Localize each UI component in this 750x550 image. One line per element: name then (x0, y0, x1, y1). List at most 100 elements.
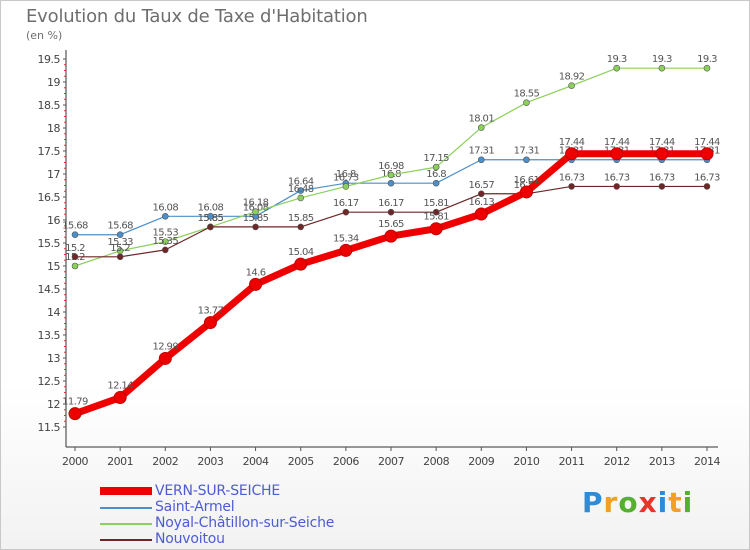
data-label: 16.17 (333, 198, 359, 209)
data-label: 16.18 (243, 198, 269, 209)
x-tick-label: 2001 (107, 455, 133, 468)
legend-label-saint-armel: Saint-Armel (155, 499, 235, 515)
data-point (294, 257, 308, 271)
data-label: 16.48 (288, 184, 314, 195)
data-point (387, 171, 395, 179)
data-label: 16.64 (288, 177, 314, 188)
data-label: 17.15 (423, 153, 449, 164)
data-label: 16.8 (426, 169, 446, 180)
logo-letter: P (582, 486, 604, 519)
data-point (384, 229, 398, 243)
data-label: 16.57 (468, 180, 494, 191)
data-point (71, 253, 79, 261)
data-label: 17.31 (514, 146, 540, 157)
plot-series: 15.6815.6816.0816.0816.0816.6416.816.816… (62, 54, 721, 421)
y-tick-label: 12 (47, 398, 60, 411)
data-label: 15.81 (423, 198, 449, 209)
data-label: 19.3 (697, 54, 717, 65)
legend-label-vern-sur-seiche: VERN-SUR-SEICHE (155, 483, 281, 499)
data-point (519, 185, 533, 199)
legend-item-noyal-chatillon-sur-seiche: Noyal-Châtillon-sur-Seiche (100, 515, 400, 532)
data-point (161, 238, 169, 245)
data-point (703, 183, 711, 190)
data-point (207, 223, 214, 231)
data-point (432, 208, 440, 216)
x-tick-label: 2004 (243, 455, 269, 468)
data-point (387, 208, 395, 216)
data-point (71, 262, 79, 270)
data-label: 15.68 (62, 221, 88, 232)
data-point (613, 183, 621, 190)
x-tick-label: 2005 (288, 455, 314, 468)
logo-letter: x (638, 486, 658, 519)
data-point (610, 147, 624, 161)
data-label: 19.3 (607, 54, 627, 65)
data-point (523, 156, 530, 164)
x-tick-label: 2009 (468, 455, 494, 468)
data-point (161, 213, 169, 220)
y-tick-label: 17 (47, 168, 60, 181)
data-point (297, 223, 305, 231)
data-point (568, 82, 575, 89)
legend-label-noyal-chatillon-sur-seiche: Noyal-Châtillon-sur-Seiche (155, 515, 335, 531)
data-label: 15.33 (107, 237, 133, 248)
data-label: 17.31 (468, 146, 494, 157)
data-label: 17.44 (559, 137, 585, 148)
data-point (568, 183, 575, 190)
x-tick-label: 2000 (62, 455, 88, 468)
x-tick-label: 2011 (559, 455, 585, 468)
data-point (342, 183, 350, 190)
y-tick-label: 16 (47, 214, 60, 227)
data-label: 15.04 (288, 247, 314, 258)
x-tick-label: 2007 (378, 455, 404, 468)
x-tick-label: 2003 (197, 455, 223, 468)
data-label: 15.85 (288, 213, 314, 224)
logo-letter: i (657, 486, 669, 519)
data-point (297, 194, 305, 202)
series-line (71, 150, 711, 418)
data-point (700, 147, 714, 161)
data-label: 16.73 (333, 172, 359, 183)
x-tick-label: 2013 (649, 455, 675, 468)
data-label: 15.35 (152, 236, 178, 247)
data-point (477, 156, 485, 164)
legend-label-nouvoitou: Nouvoitou (155, 531, 225, 547)
y-tick-label: 13 (47, 352, 60, 365)
legend-item-vern-sur-seiche: VERN-SUR-SEICHE (100, 483, 400, 500)
y-tick-label: 19.5 (38, 53, 61, 66)
data-point (339, 243, 353, 257)
data-label: 13.77 (198, 306, 224, 317)
data-point (249, 277, 263, 291)
data-label: 16.73 (649, 172, 675, 183)
logo-letter: t (668, 486, 683, 519)
data-point (252, 208, 259, 216)
data-point (658, 64, 666, 72)
data-label: 16.08 (198, 202, 224, 213)
x-tick-label: 2008 (423, 455, 449, 468)
data-label: 16.98 (378, 161, 404, 172)
data-point (116, 253, 124, 261)
data-point (477, 124, 485, 131)
data-label: 19.3 (652, 54, 672, 65)
data-point (655, 147, 669, 161)
data-label: 11.79 (62, 397, 88, 408)
chart-title: Evolution du Taux de Taxe d'Habitation (26, 6, 368, 27)
legend-swatch-nouvoitou (100, 539, 152, 541)
legend-swatch-vern-sur-seiche (100, 487, 152, 495)
x-tick-label: 2012 (604, 455, 630, 468)
y-axis: 11.5 12 12.5 13 13.5 14 14.5 15 15.5 16 16.5 17 17.5… (38, 50, 67, 447)
data-point (565, 147, 579, 161)
data-label: 15.53 (152, 228, 178, 239)
x-tick-label: 2002 (152, 455, 178, 468)
data-point (613, 64, 621, 72)
y-tick-label: 12.5 (38, 375, 61, 388)
y-tick-label: 11.5 (38, 421, 61, 434)
data-label: 15.2 (110, 243, 130, 254)
data-point (342, 208, 350, 216)
data-point (523, 99, 530, 106)
data-label: 16.08 (152, 202, 178, 213)
data-label: 15.81 (423, 212, 449, 223)
data-label: 17.44 (649, 137, 675, 148)
